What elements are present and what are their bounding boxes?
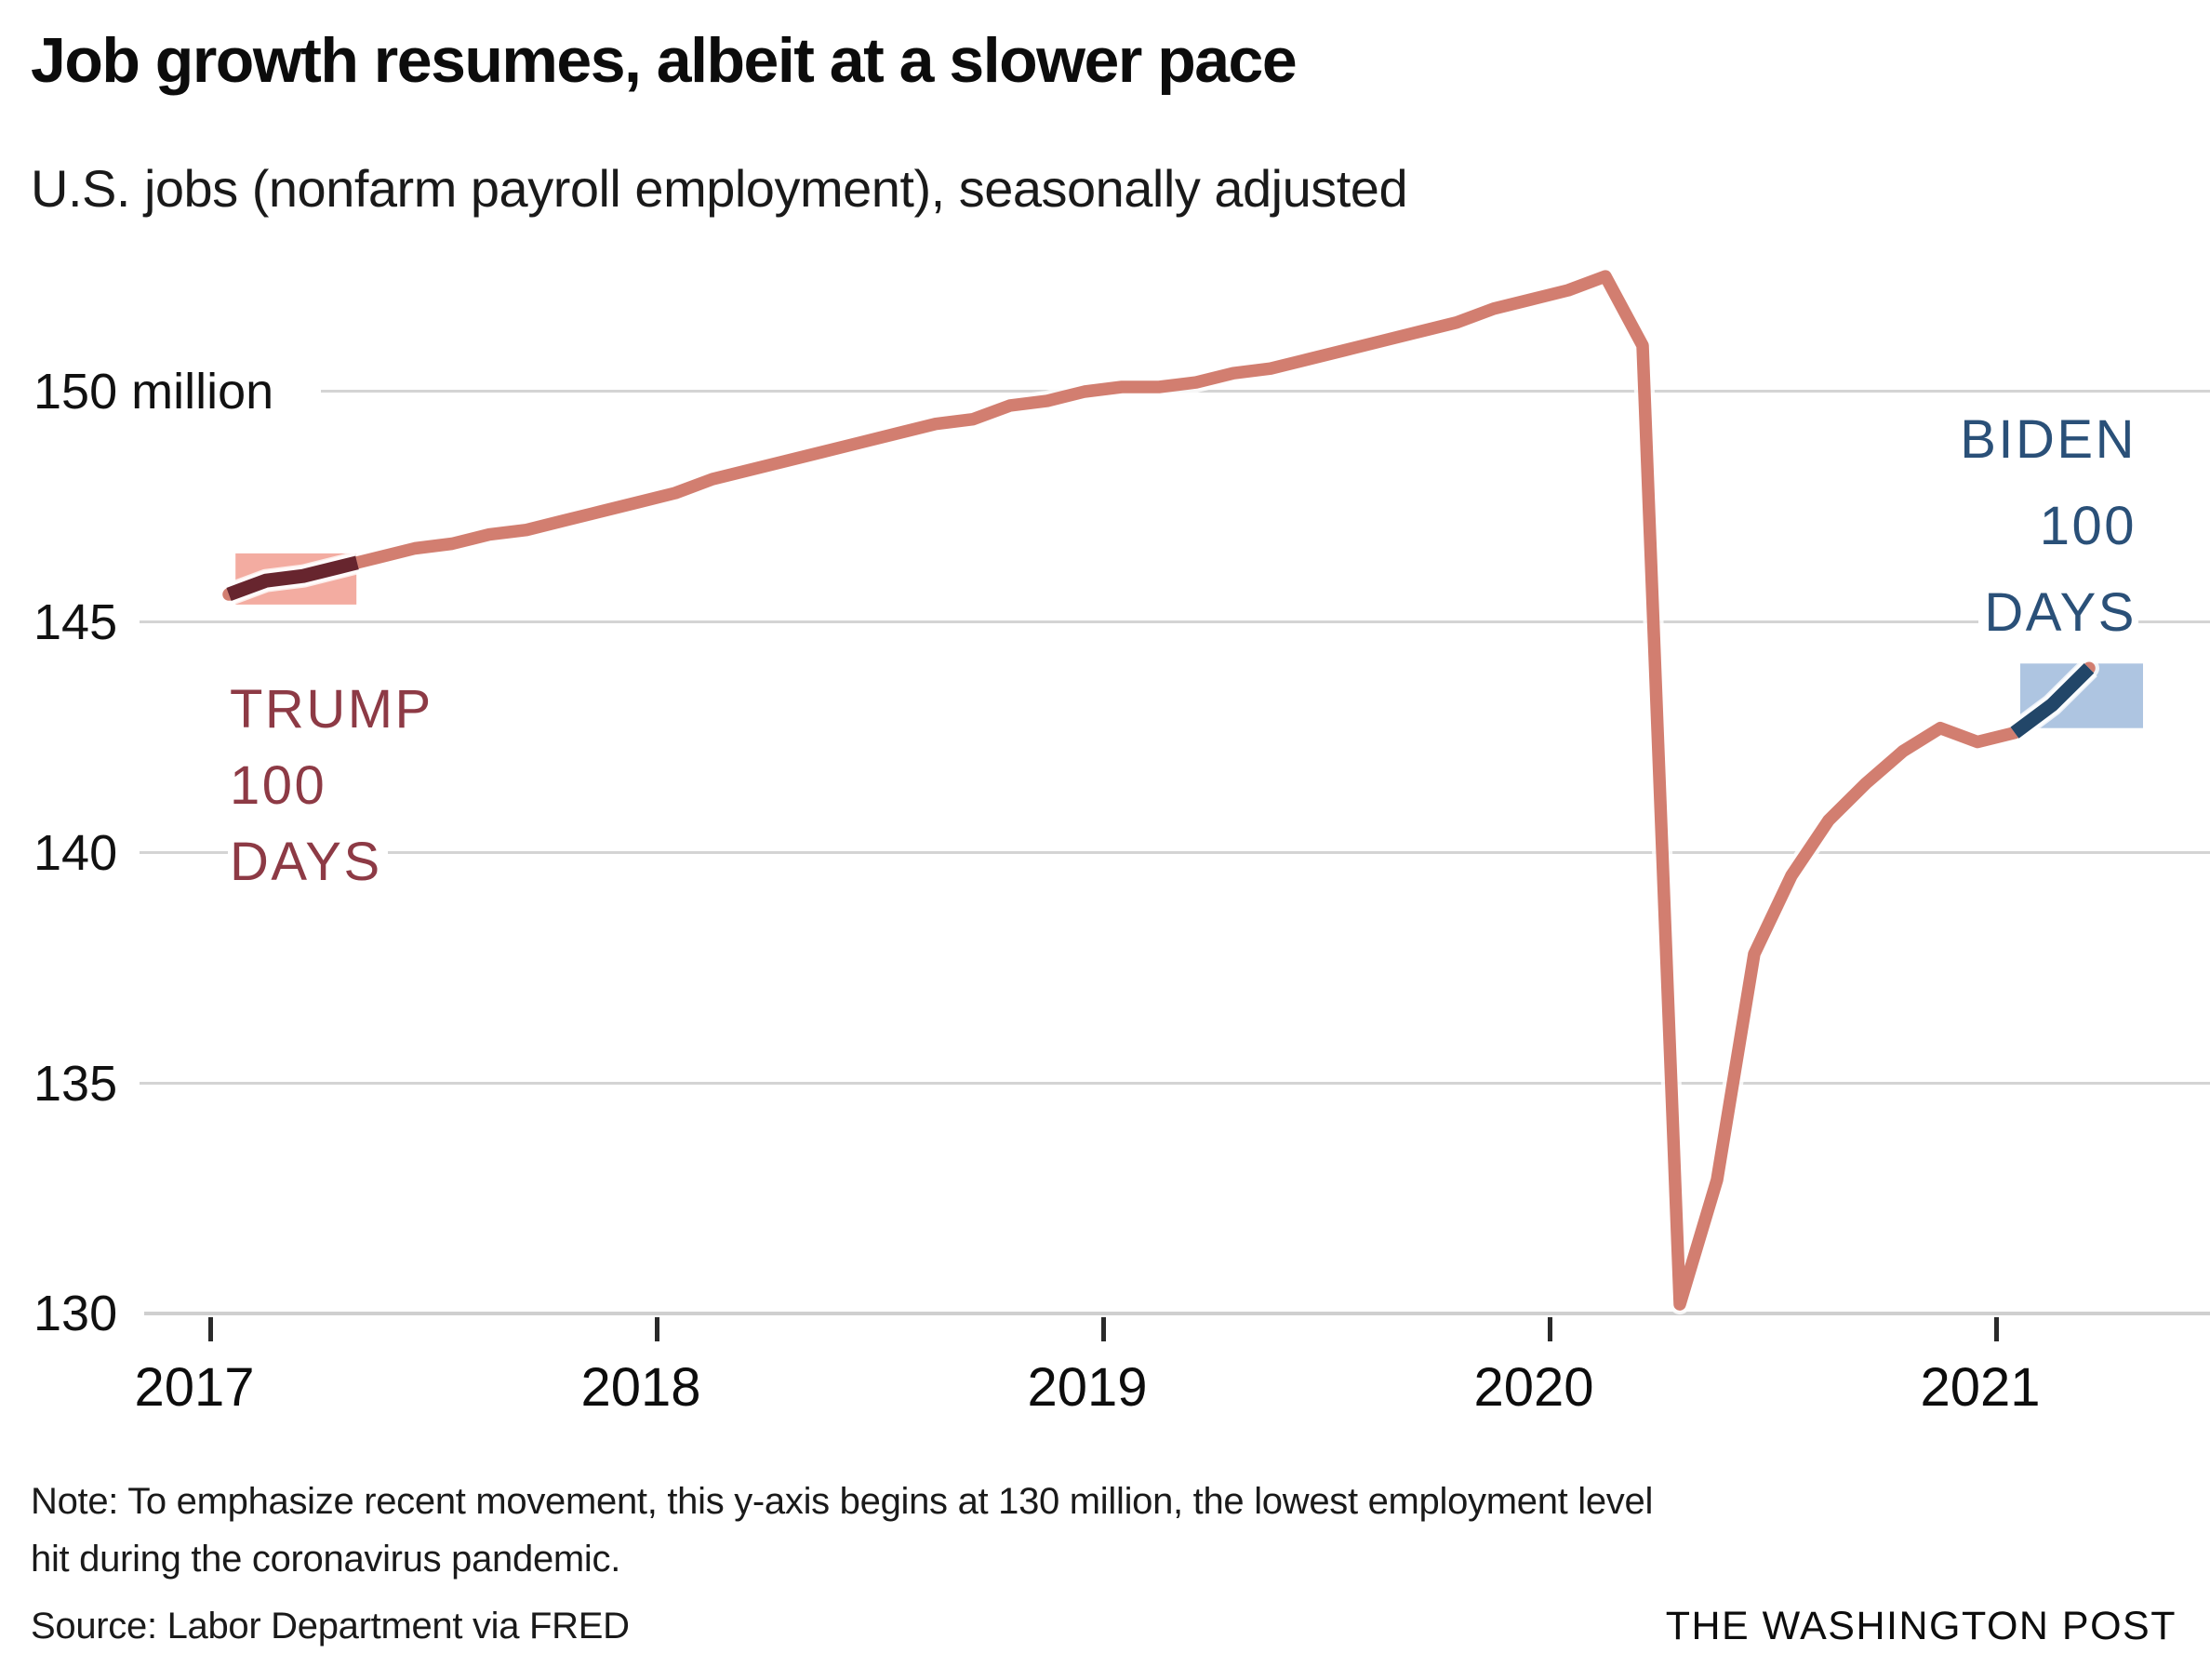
- source-text: Source: Labor Department via FRED: [31, 1606, 630, 1647]
- trump-segment: [226, 555, 359, 602]
- biden-segment: [2010, 662, 2095, 739]
- biden-annotation-line2: 100: [2033, 483, 2138, 569]
- x-tick-2019: [1101, 1317, 1106, 1341]
- y-axis-label-140: 140: [33, 825, 118, 881]
- employment-line-casing: [219, 266, 2099, 1315]
- x-axis-label-2021: 2021: [1920, 1357, 2041, 1418]
- trump-100-days-annotation: TRUMP 100 DAYS: [228, 672, 439, 900]
- x-tick-2018: [655, 1317, 659, 1341]
- gridline-150: [321, 390, 2210, 393]
- biden-annotation-line1: BIDEN: [1954, 396, 2138, 483]
- x-tick-2020: [1548, 1317, 1552, 1341]
- x-axis-line: [144, 1312, 2210, 1315]
- y-axis-label-135: 135: [33, 1056, 118, 1112]
- x-axis-label-2019: 2019: [1027, 1357, 1148, 1418]
- employment-line: [222, 270, 2096, 1311]
- y-axis-label-130: 130: [33, 1286, 118, 1341]
- trump-annotation-line2: 100: [228, 748, 333, 824]
- y-axis-label-145: 145: [33, 594, 118, 650]
- biden-annotation-line3: DAYS: [1978, 569, 2138, 656]
- y-axis-label-150-million: 150 million: [33, 364, 274, 420]
- chart-subtitle: U.S. jobs (nonfarm payroll employment), …: [31, 159, 1408, 218]
- x-axis-label-2018: 2018: [580, 1357, 701, 1418]
- page-title: Job growth resumes, albeit at a slower p…: [31, 25, 1298, 96]
- publisher-credit: THE WASHINGTON POST: [1665, 1604, 2177, 1648]
- trump-annotation-line3: DAYS: [228, 824, 388, 900]
- gridline-140: [140, 851, 2210, 854]
- biden-100-days-annotation: BIDEN 100 DAYS: [1954, 396, 2138, 656]
- gridline-145: [140, 620, 2210, 623]
- note-text-line2: hit during the coronavirus pandemic.: [31, 1539, 621, 1580]
- x-axis-label-2017: 2017: [134, 1357, 255, 1418]
- trump-annotation-line1: TRUMP: [228, 672, 439, 748]
- note-text-line1: Note: To emphasize recent movement, this…: [31, 1481, 1654, 1522]
- x-tick-2021: [1994, 1317, 1999, 1341]
- x-axis-label-2020: 2020: [1473, 1357, 1594, 1418]
- gridline-135: [140, 1082, 2210, 1085]
- x-tick-2017: [208, 1317, 213, 1341]
